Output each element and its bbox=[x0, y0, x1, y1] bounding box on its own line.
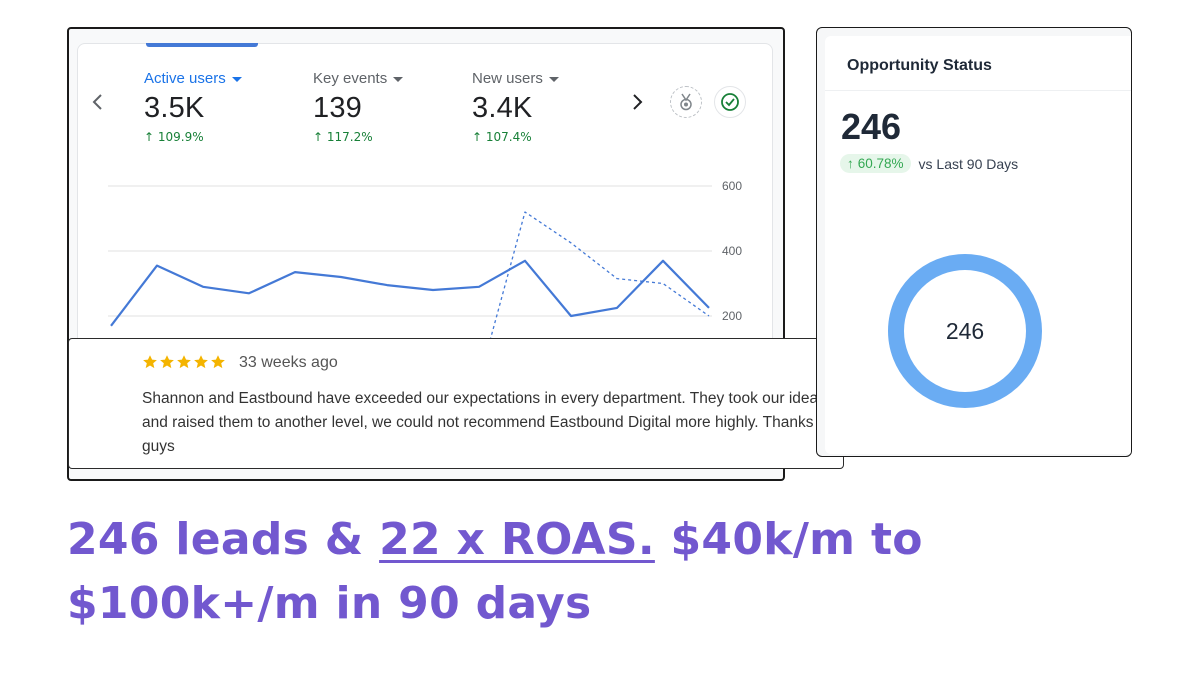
headline: 246 leads & 22 x ROAS. $40k/m to $100k+/… bbox=[67, 508, 1147, 636]
metric-value: 3.4K bbox=[472, 92, 533, 124]
metric-label-text: New users bbox=[472, 70, 543, 87]
metric-active-users[interactable]: Active users 3.5K ↑ 109.9% bbox=[144, 70, 242, 144]
metric-change: ↑ 109.9% bbox=[144, 130, 242, 144]
metric-change: ↑ 107.4% bbox=[472, 130, 559, 144]
donut-chart bbox=[888, 254, 1042, 408]
headline-growth: $40k/m to $100k+/m in 90 days bbox=[67, 514, 923, 629]
opportunity-card: Opportunity Status 246 ↑ 60.78% vs Last … bbox=[825, 36, 1131, 454]
metric-key-events[interactable]: Key events 139 ↑ 117.2% bbox=[313, 70, 404, 144]
star-icon bbox=[194, 355, 208, 369]
arrow-up-icon: ↑ bbox=[313, 130, 324, 144]
donut-ring bbox=[888, 254, 1042, 408]
divider bbox=[825, 90, 1131, 91]
change-value: 60.78% bbox=[857, 156, 904, 171]
arrow-up-icon: ↑ bbox=[472, 130, 483, 144]
opportunity-title: Opportunity Status bbox=[847, 57, 992, 74]
comparison-series-line bbox=[478, 211, 710, 382]
metric-label[interactable]: New users bbox=[472, 70, 559, 87]
chevron-left-icon[interactable] bbox=[88, 92, 108, 112]
star-icon bbox=[211, 355, 225, 369]
metric-label-text: Key events bbox=[313, 70, 388, 87]
metric-change-value: 107.4% bbox=[485, 130, 532, 144]
star-icon bbox=[177, 355, 191, 369]
check-circle-icon[interactable] bbox=[714, 86, 746, 118]
metric-label-text: Active users bbox=[144, 70, 226, 87]
review-date: 33 weeks ago bbox=[239, 354, 338, 371]
headline-roas: 22 x ROAS. bbox=[379, 514, 655, 565]
arrow-up-icon: ↑ bbox=[847, 156, 854, 171]
line-chart: 600 400 200 bbox=[108, 179, 742, 382]
star-rating bbox=[142, 354, 226, 370]
compare-label: vs Last 90 Days bbox=[918, 155, 1019, 172]
star-icon bbox=[160, 355, 174, 369]
y-tick-label: 200 bbox=[722, 309, 742, 323]
metric-change-value: 117.2% bbox=[326, 130, 373, 144]
metric-change-value: 109.9% bbox=[157, 130, 204, 144]
metric-new-users[interactable]: New users 3.4K ↑ 107.4% bbox=[472, 70, 559, 144]
opportunity-value: 246 bbox=[841, 106, 902, 147]
opportunity-panel: Opportunity Status 246 ↑ 60.78% vs Last … bbox=[816, 27, 1132, 457]
check-icon bbox=[721, 93, 739, 111]
star-icon bbox=[143, 355, 157, 369]
metric-change: ↑ 117.2% bbox=[313, 130, 403, 144]
y-tick-label: 400 bbox=[722, 244, 742, 258]
insights-badge-icon[interactable] bbox=[670, 86, 702, 118]
chevron-right-icon[interactable] bbox=[627, 92, 647, 112]
metric-value: 3.5K bbox=[144, 92, 205, 124]
primary-series-line bbox=[110, 259, 710, 327]
medal-icon bbox=[680, 93, 692, 111]
review-text: Shannon and Eastbound have exceeded our … bbox=[142, 390, 826, 455]
metric-value: 139 bbox=[313, 92, 362, 124]
selected-tab-indicator bbox=[146, 43, 258, 47]
caret-down-icon bbox=[548, 77, 559, 82]
change-badge: ↑ 60.78% bbox=[840, 154, 911, 173]
metric-label[interactable]: Active users bbox=[144, 70, 242, 87]
metric-label[interactable]: Key events bbox=[313, 70, 404, 87]
opportunity-change: ↑ 60.78% vs Last 90 Days bbox=[840, 154, 1018, 173]
caret-down-icon bbox=[231, 77, 242, 82]
headline-leads: 246 leads & bbox=[67, 514, 380, 565]
arrow-up-icon: ↑ bbox=[144, 130, 155, 144]
donut-center-value: 246 bbox=[945, 317, 985, 344]
y-tick-label: 600 bbox=[722, 179, 742, 193]
caret-down-icon bbox=[393, 77, 404, 82]
review-card: 33 weeks ago Shannon and Eastbound have … bbox=[68, 338, 844, 469]
